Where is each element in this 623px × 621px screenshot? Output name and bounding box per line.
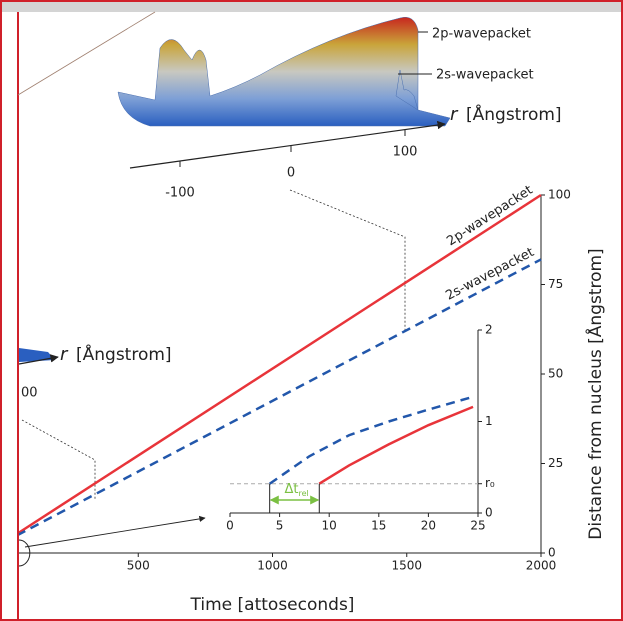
y-tick-label: 50 bbox=[548, 367, 563, 381]
delay-subscript: rel bbox=[298, 489, 308, 498]
peak-label: 2p-wavepacket bbox=[432, 27, 531, 42]
x-tick-label: 1000 bbox=[257, 559, 288, 573]
decor-line bbox=[17, 11, 156, 96]
r-symbol: r bbox=[450, 104, 459, 125]
x-tick-label: 20 bbox=[421, 519, 436, 533]
series-line bbox=[318, 405, 474, 485]
y-tick-label: 75 bbox=[548, 277, 563, 291]
wavepacket-surface: 2p-wavepacket 2s-wavepacket r [Ångstrom]… bbox=[117, 17, 562, 330]
x-tick-label: 5 bbox=[276, 519, 284, 533]
surface-tick: 00 bbox=[21, 386, 38, 401]
r-symbol: r bbox=[60, 344, 69, 365]
x-tick-label: 25 bbox=[470, 519, 485, 533]
peak-label: 2s-wavepacket bbox=[436, 68, 534, 83]
y-tick-label: 2 bbox=[485, 323, 493, 337]
delay-symbol: Δt bbox=[284, 482, 298, 497]
y-tick-label: 0 bbox=[485, 506, 493, 520]
series-line bbox=[19, 193, 542, 535]
series-line bbox=[268, 395, 474, 485]
delay-label: Δtrel bbox=[284, 482, 308, 498]
r-unit: [Ångstrom] bbox=[76, 343, 172, 365]
y-tick-label: 25 bbox=[548, 456, 563, 470]
y-tick-label: 0 bbox=[548, 546, 556, 560]
r-unit: [Ångstrom] bbox=[466, 103, 562, 125]
y-axis-title: Distance from nucleus [Ångstrom] bbox=[584, 248, 606, 539]
x-tick-label: 0 bbox=[226, 519, 234, 533]
series-line bbox=[19, 258, 542, 536]
surface-tick: -100 bbox=[165, 186, 195, 201]
x-tick-label: 1500 bbox=[391, 559, 422, 573]
x-tick-label: 15 bbox=[371, 519, 386, 533]
surface-tick: 100 bbox=[393, 145, 418, 160]
surface-tick: 0 bbox=[287, 166, 295, 181]
y-tick-label: 100 bbox=[548, 188, 571, 202]
series-label: 2s-wavepacket bbox=[443, 245, 536, 304]
top-bar bbox=[0, 0, 623, 12]
x-axis-title: Time [attoseconds] bbox=[190, 595, 355, 615]
x-tick-label: 10 bbox=[322, 519, 337, 533]
x-tick-label: 500 bbox=[127, 559, 150, 573]
series-label: 2p-wavepacket bbox=[444, 183, 535, 249]
y-tick-label: 1 bbox=[485, 414, 493, 428]
y-tick-label: r₀ bbox=[485, 476, 495, 490]
partial-surface: r [Ångstrom] 00 bbox=[18, 343, 206, 567]
x-tick-label: 2000 bbox=[526, 559, 557, 573]
